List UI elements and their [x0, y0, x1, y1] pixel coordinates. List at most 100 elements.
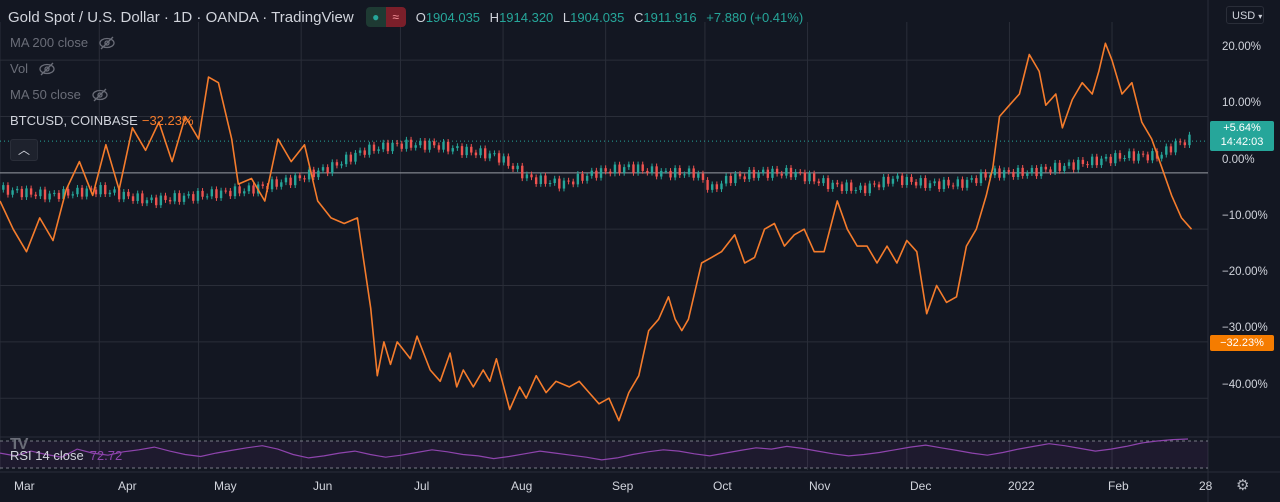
- chart-type-toggle[interactable]: ● ≈: [365, 7, 406, 27]
- gold-candle: [465, 146, 468, 156]
- eye-hidden-icon[interactable]: [98, 36, 116, 50]
- gold-candle: [558, 178, 561, 189]
- gold-candle: [340, 164, 343, 166]
- legend-btc[interactable]: BTCUSD, COINBASE −32.23%: [10, 113, 194, 128]
- gold-price-tag: +5.64% 14:42:03: [1210, 121, 1274, 151]
- dot-icon[interactable]: ●: [365, 7, 386, 27]
- rsi-line: [0, 438, 1189, 461]
- gold-candle: [1151, 151, 1154, 161]
- gold-candle: [1128, 151, 1131, 158]
- currency-value: USD: [1232, 10, 1256, 22]
- gold-candle: [1030, 167, 1034, 174]
- gold-candle: [794, 171, 797, 178]
- gold-candle: [979, 172, 983, 184]
- gold-candle: [863, 185, 867, 194]
- gold-candle: [53, 192, 56, 194]
- gold-candle: [905, 176, 909, 186]
- gold-candle: [1072, 162, 1075, 170]
- gold-candle: [632, 164, 635, 173]
- x-tick-label: Nov: [809, 479, 831, 493]
- eye-hidden-icon[interactable]: [91, 88, 109, 102]
- gold-candle: [673, 168, 677, 178]
- gold-candle: [196, 190, 200, 201]
- gold-candle: [789, 167, 793, 178]
- legend-ma200[interactable]: MA 200 close: [10, 35, 116, 50]
- gold-candle: [294, 175, 297, 186]
- gold-candle: [39, 189, 42, 197]
- gold-candle: [581, 173, 584, 181]
- gold-candle: [483, 148, 487, 159]
- gold-candle: [812, 173, 816, 182]
- gold-candle: [780, 173, 783, 176]
- gold-candle: [1012, 171, 1015, 178]
- gold-candle: [442, 141, 445, 150]
- gear-icon[interactable]: ⚙: [1236, 477, 1250, 494]
- gold-candle: [1137, 153, 1140, 161]
- eye-hidden-icon[interactable]: [38, 62, 56, 76]
- gold-candle: [951, 185, 955, 187]
- legend-vol-label: Vol: [10, 61, 29, 76]
- legend-vol[interactable]: Vol: [10, 61, 56, 76]
- gold-candle: [1081, 159, 1085, 165]
- gold-candle: [803, 172, 807, 182]
- gold-candle: [414, 145, 417, 148]
- gold-candle: [900, 175, 904, 186]
- legend-ma50[interactable]: MA 50 close: [10, 87, 109, 102]
- gold-candle: [1090, 156, 1094, 166]
- gold-candle: [1123, 157, 1126, 159]
- gold-candle: [349, 154, 353, 162]
- gold-candle: [1002, 170, 1006, 178]
- gold-candle: [187, 194, 190, 196]
- gold-candle: [924, 178, 927, 188]
- rsi-legend[interactable]: RSI 14 close 72.72: [10, 448, 122, 463]
- countdown-label: 14:42:03: [1220, 136, 1264, 148]
- gold-candle: [43, 189, 47, 200]
- gold-candle: [743, 176, 746, 180]
- gold-candle: [1021, 167, 1024, 176]
- currency-select[interactable]: USD ▾: [1226, 6, 1264, 24]
- symbol-title[interactable]: Gold Spot / U.S. Dollar · 1D · OANDA · T…: [8, 8, 354, 26]
- gold-candle: [998, 168, 1001, 178]
- gold-candle: [48, 193, 51, 200]
- gold-candle: [358, 150, 362, 153]
- gold-candle: [215, 189, 218, 199]
- gold-candle: [368, 144, 371, 155]
- ohlc-high-key: H: [489, 9, 500, 25]
- gold-candle: [428, 141, 431, 150]
- gold-candle: [456, 146, 459, 149]
- gold-candle: [280, 182, 283, 187]
- gold-candle: [840, 184, 844, 192]
- gold-candle: [868, 183, 871, 194]
- gold-candle: [928, 183, 932, 188]
- gold-candle: [11, 190, 14, 195]
- gold-candle: [335, 162, 339, 166]
- gold-candle: [525, 174, 529, 179]
- gold-candle: [553, 178, 556, 183]
- gold-candle: [961, 179, 964, 188]
- ohlc-open-key: O: [415, 9, 426, 25]
- wave-icon[interactable]: ≈: [385, 7, 406, 27]
- collapse-legend-button[interactable]: ︿: [10, 139, 38, 161]
- gold-candle: [173, 193, 176, 202]
- x-tick-label: Dec: [910, 479, 932, 493]
- gold-candle: [321, 167, 325, 171]
- gold-candle: [470, 146, 473, 153]
- ohlc-low-value: 1904.035: [570, 9, 625, 25]
- gold-candle: [127, 191, 130, 197]
- gold-candle: [76, 187, 79, 195]
- gold-candle: [2, 185, 5, 190]
- x-tick-label: Sep: [612, 479, 634, 493]
- gold-candle: [1132, 151, 1136, 161]
- gold-candle: [1026, 173, 1029, 176]
- rsi-value: 72.72: [89, 448, 123, 463]
- gold-candle: [831, 182, 834, 189]
- gold-candle: [646, 170, 649, 173]
- gold-candle: [965, 179, 969, 188]
- chevron-down-icon: ▾: [1258, 12, 1263, 21]
- gold-candle: [877, 184, 881, 188]
- gold-candle: [382, 142, 385, 150]
- gold-candle: [108, 192, 112, 195]
- gold-candle: [446, 141, 450, 152]
- gold-candle: [168, 200, 172, 202]
